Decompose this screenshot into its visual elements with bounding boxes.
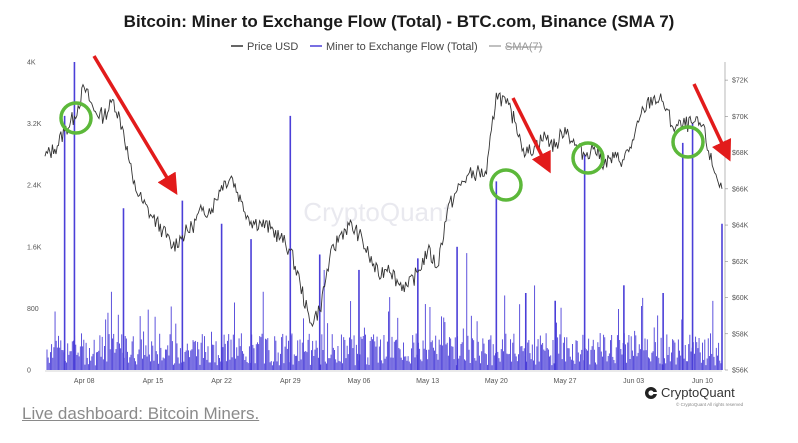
left-tick-label: 1.6K bbox=[27, 244, 42, 251]
x-tick-label: Apr 08 bbox=[74, 378, 95, 385]
annotations bbox=[59, 55, 732, 202]
trend-arrow bbox=[511, 97, 551, 174]
highlight-circle bbox=[59, 101, 93, 135]
x-tick-label: Apr 15 bbox=[143, 378, 164, 385]
live-dashboard-link[interactable]: Live dashboard: Bitcoin Miners. bbox=[22, 404, 260, 423]
trend-arrow bbox=[692, 83, 732, 162]
legend: Price USD Miner to Exchange Flow (Total)… bbox=[231, 41, 542, 53]
highlight-circle bbox=[571, 141, 605, 175]
left-tick-label: 3.2K bbox=[27, 121, 42, 128]
right-tick-label: $58K bbox=[732, 331, 749, 338]
left-tick-label: 800 bbox=[27, 306, 39, 313]
legend-price: Price USD bbox=[247, 41, 298, 53]
x-tick-label: Jun 10 bbox=[692, 378, 713, 385]
legend-sma: SMA(7) bbox=[505, 41, 542, 53]
highlight-circle bbox=[489, 168, 523, 202]
right-axis: $56K $58K $60K $62K $64K $66K $68K $70K $72K bbox=[724, 62, 749, 375]
brand-copyright: © CryptoQuant All rights reserved bbox=[676, 401, 744, 407]
x-tick-label: May 13 bbox=[416, 378, 439, 385]
left-axis: 0 800 1.6K 2.4K 3.2K 4K bbox=[27, 60, 42, 375]
left-tick-label: 2.4K bbox=[27, 183, 42, 190]
chart-title: Bitcoin: Miner to Exchange Flow (Total) … bbox=[124, 12, 675, 31]
highlight-circle bbox=[671, 125, 705, 159]
left-tick-label: 4K bbox=[27, 60, 36, 67]
right-tick-label: $68K bbox=[732, 150, 749, 157]
right-tick-label: $66K bbox=[732, 186, 749, 193]
brand-name: CryptoQuant bbox=[661, 385, 735, 400]
x-tick-label: Jun 03 bbox=[623, 378, 644, 385]
right-tick-label: $60K bbox=[732, 295, 749, 302]
trend-arrow bbox=[92, 55, 178, 196]
legend-flow: Miner to Exchange Flow (Total) bbox=[326, 41, 478, 53]
x-tick-label: May 06 bbox=[347, 378, 370, 385]
x-tick-label: May 27 bbox=[554, 378, 577, 385]
right-tick-label: $72K bbox=[732, 78, 749, 85]
x-axis: Apr 08 Apr 15 Apr 22 Apr 29 May 06 May 13 May … bbox=[45, 370, 722, 385]
watermark: CryptoQuant bbox=[303, 197, 451, 227]
x-tick-label: Apr 29 bbox=[280, 378, 301, 385]
right-tick-label: $62K bbox=[732, 259, 749, 266]
left-tick-label: 0 bbox=[27, 368, 31, 375]
x-tick-label: Apr 22 bbox=[211, 378, 232, 385]
right-tick-label: $56K bbox=[732, 368, 749, 375]
x-tick-label: May 20 bbox=[485, 378, 508, 385]
right-tick-label: $64K bbox=[732, 223, 749, 230]
price-series-line bbox=[44, 83, 723, 328]
right-tick-label: $70K bbox=[732, 114, 749, 121]
brand: CryptoQuant © CryptoQuant All rights res… bbox=[645, 385, 744, 407]
cryptoquant-logo-icon bbox=[645, 387, 657, 399]
flow-series bbox=[46, 62, 723, 370]
